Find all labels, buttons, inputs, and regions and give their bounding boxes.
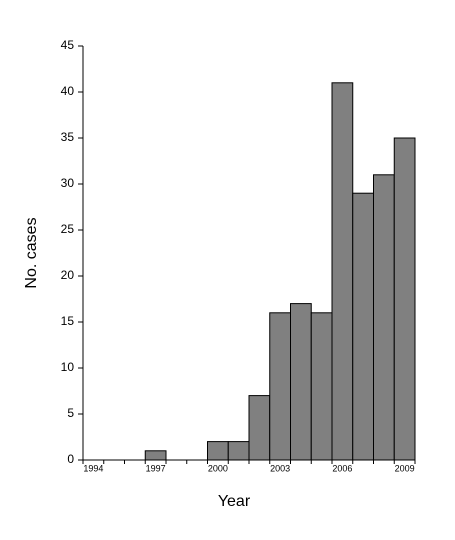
bar xyxy=(331,82,354,461)
y-tick-label: 10 xyxy=(61,360,75,374)
y-tick-label: 45 xyxy=(61,38,75,52)
y-tick-label: 5 xyxy=(67,406,74,420)
y-tick-label: 35 xyxy=(61,130,75,144)
x-tick-label: 1994 xyxy=(83,463,103,473)
x-tick-label: 2003 xyxy=(270,463,290,473)
y-tick-label: 30 xyxy=(61,176,75,190)
y-tick-label: 40 xyxy=(61,84,75,98)
bar xyxy=(248,395,271,461)
bar xyxy=(393,137,416,461)
bar xyxy=(373,174,395,461)
y-tick-label: 25 xyxy=(61,222,75,236)
bar xyxy=(144,450,167,461)
x-axis-title: Year xyxy=(218,493,251,510)
x-tick-label: 2000 xyxy=(208,463,228,473)
bar xyxy=(290,303,312,461)
x-tick-label: 2009 xyxy=(395,463,415,473)
y-tick-label: 15 xyxy=(61,314,75,328)
y-tick-label: 0 xyxy=(67,452,74,466)
bar xyxy=(207,441,229,461)
y-axis-title: No. cases xyxy=(23,217,40,288)
bar xyxy=(352,192,374,461)
bar xyxy=(310,312,333,461)
bar xyxy=(227,441,250,461)
y-tick-label: 20 xyxy=(61,268,75,282)
x-tick-label: 1997 xyxy=(146,463,166,473)
bar xyxy=(269,312,291,461)
x-tick-label: 2006 xyxy=(332,463,352,473)
